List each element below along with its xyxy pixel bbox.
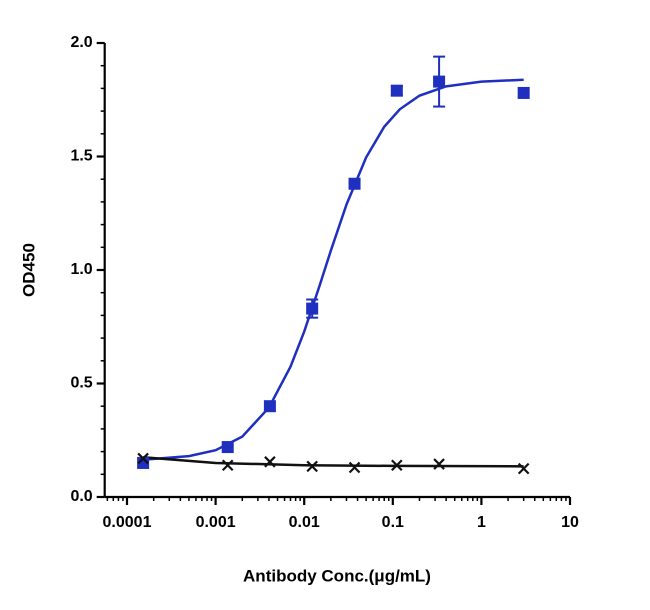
data-point [390, 84, 403, 97]
data-point [221, 459, 234, 471]
data-point [306, 302, 319, 315]
y-tick-label: 1.0 [70, 261, 92, 278]
y-tick-label: 0.5 [70, 375, 92, 392]
y-tick-label: 0.0 [70, 488, 92, 505]
x-tick-label: 0.001 [196, 514, 236, 531]
data-point [517, 86, 530, 99]
x-tick-label: 1 [477, 514, 486, 531]
data-point [306, 460, 318, 473]
data-point [348, 177, 361, 190]
data-point [433, 75, 446, 88]
data-point [221, 441, 234, 454]
y-axis-title: OD450 [19, 243, 38, 297]
data-point [263, 400, 276, 413]
x-tick-label: 0.1 [382, 514, 404, 531]
x-tick-label: 0.0001 [103, 514, 152, 531]
y-tick-label: 1.5 [70, 148, 92, 165]
x-tick-label: 10 [561, 514, 579, 531]
data-point [348, 461, 361, 474]
fit-curve [143, 456, 524, 468]
fit-curve [143, 78, 524, 462]
y-tick-label: 2.0 [70, 34, 92, 51]
data-point [264, 456, 276, 468]
data-point [433, 458, 445, 470]
x-tick-label: 0.01 [289, 514, 320, 531]
x-axis-title: Antibody Conc.(μg/mL) [243, 566, 431, 585]
data-point [137, 452, 149, 465]
data-point [517, 462, 530, 475]
data-point [391, 459, 403, 471]
